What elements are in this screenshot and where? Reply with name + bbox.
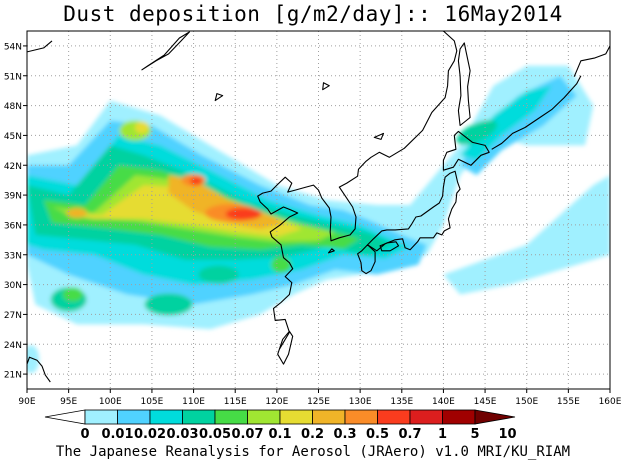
lat-label: 21N [4, 371, 22, 381]
coast-khanka [373, 132, 385, 140]
lat-label: 24N [4, 341, 22, 351]
lon-label: 140E [432, 397, 455, 407]
colorbar-label: 0 [80, 427, 89, 442]
colorbar-swatch [84, 409, 118, 425]
colorbar-label: 5 [470, 427, 479, 442]
dust-contour-002-east [460, 75, 577, 176]
colorbar-swatch [182, 409, 216, 425]
colorbar-swatch [117, 409, 151, 425]
colorbar-label: 0.02 [134, 427, 166, 442]
dust-contour-001-pacific [443, 175, 610, 295]
dust-contour-007-south [62, 287, 83, 302]
lat-label: 48N [4, 102, 22, 112]
colorbar-swatch [149, 409, 183, 425]
colorbar-swatch [312, 409, 346, 425]
lon-label: 145E [474, 397, 497, 407]
colorbar-swatch [214, 409, 248, 425]
coast-lake-b [322, 82, 330, 91]
map-title: Dust deposition [g/m2/day]:: 16May2014 [63, 2, 563, 26]
colorbar-label: 10 [498, 427, 516, 442]
coast-bay-of-bengal [27, 356, 51, 383]
colorbar-label: 0.2 [301, 427, 324, 442]
dust-contour-07 [225, 207, 262, 220]
coast-nw-lake [27, 40, 53, 53]
lat-label: 27N [4, 311, 22, 321]
coast-hokkaido [442, 130, 490, 171]
dust-contour-007-coast [271, 256, 292, 273]
lon-label: 150E [515, 397, 538, 407]
colorbar-swatch [409, 409, 443, 425]
coast-kamchatka [573, 45, 610, 77]
coast-kyushu [357, 244, 376, 275]
coast-honshu [367, 170, 461, 252]
dust-contour-02-north [134, 121, 149, 134]
dust-contour-005-south-b [144, 293, 193, 316]
lon-label: 115E [224, 397, 247, 407]
lon-label: 130E [349, 397, 372, 407]
lon-label: 155E [557, 397, 580, 407]
colorbar-label: 0.07 [231, 427, 263, 442]
lat-label: 45N [4, 132, 22, 142]
lon-label: 160E [599, 397, 622, 407]
colorbar: 0 0.01 0.02 0.03 0.05 0.07 0.1 0.2 0.3 0.5 0.7 1 5 10 [44, 409, 517, 442]
colorbar-label: 0.5 [366, 427, 389, 442]
coast-baikal [141, 31, 190, 71]
lat-label: 39N [4, 192, 22, 202]
colorbar-label: 1 [438, 427, 447, 442]
lon-label: 125E [307, 397, 330, 407]
lon-label: 135E [390, 397, 413, 407]
lon-label: 105E [140, 397, 163, 407]
lon-label: 100E [99, 397, 122, 407]
colorbar-label: 0.3 [333, 427, 356, 442]
coast-jeju [327, 248, 335, 254]
colorbar-arrow-left [44, 409, 86, 425]
colorbar-label: 0.7 [398, 427, 421, 442]
colorbar-label: 0.03 [166, 427, 198, 442]
colorbar-swatch [279, 409, 313, 425]
dust-contour-07-north [190, 177, 203, 186]
lon-label: 120E [265, 397, 288, 407]
lat-label: 42N [4, 162, 22, 172]
colorbar-swatch [377, 409, 411, 425]
dust-contour-005-hokkaido [456, 120, 498, 145]
colorbar-label: 0.05 [199, 427, 231, 442]
colorbar-arrow-right [474, 409, 516, 425]
coast-lake-a [214, 93, 224, 102]
colorbar-label: 0.01 [101, 427, 133, 442]
longitude-labels: 90E 95E 100E 105E 110E 115E 120E 125E 130E 135E 14… [18, 389, 622, 407]
dust-contour-001-sw [27, 345, 40, 374]
coastlines [27, 31, 610, 383]
dust-contour-003-east [460, 85, 552, 161]
dust-field-layer [27, 65, 610, 374]
lon-label: 95E [60, 397, 77, 407]
lat-label: 30N [4, 281, 22, 291]
colorbar-swatch [344, 409, 378, 425]
coast-shikoku [379, 241, 400, 252]
lat-label: 36N [4, 221, 22, 231]
dust-contour-03-west [66, 207, 87, 218]
lat-label: 54N [4, 42, 22, 52]
credit-line: The Japanese Reanalysis for Aerosol (JRA… [55, 444, 571, 460]
coast-sakhalin [457, 42, 471, 127]
colorbar-label: 0.1 [268, 427, 291, 442]
coast-asia [257, 31, 458, 350]
coast-kurils [491, 75, 582, 150]
colorbar-swatch [247, 409, 281, 425]
lat-label: 51N [4, 72, 22, 82]
colorbar-swatch [442, 409, 476, 425]
lon-label: 90E [18, 397, 35, 407]
lat-label: 33N [4, 251, 22, 261]
dust-contour-005-south-c [198, 265, 239, 284]
coast-taiwan [277, 330, 294, 365]
lon-label: 110E [182, 397, 205, 407]
latitude-labels: 54N 51N 48N 45N 42N 39N 36N 33N 30N 27N 24N 21N [4, 42, 27, 381]
